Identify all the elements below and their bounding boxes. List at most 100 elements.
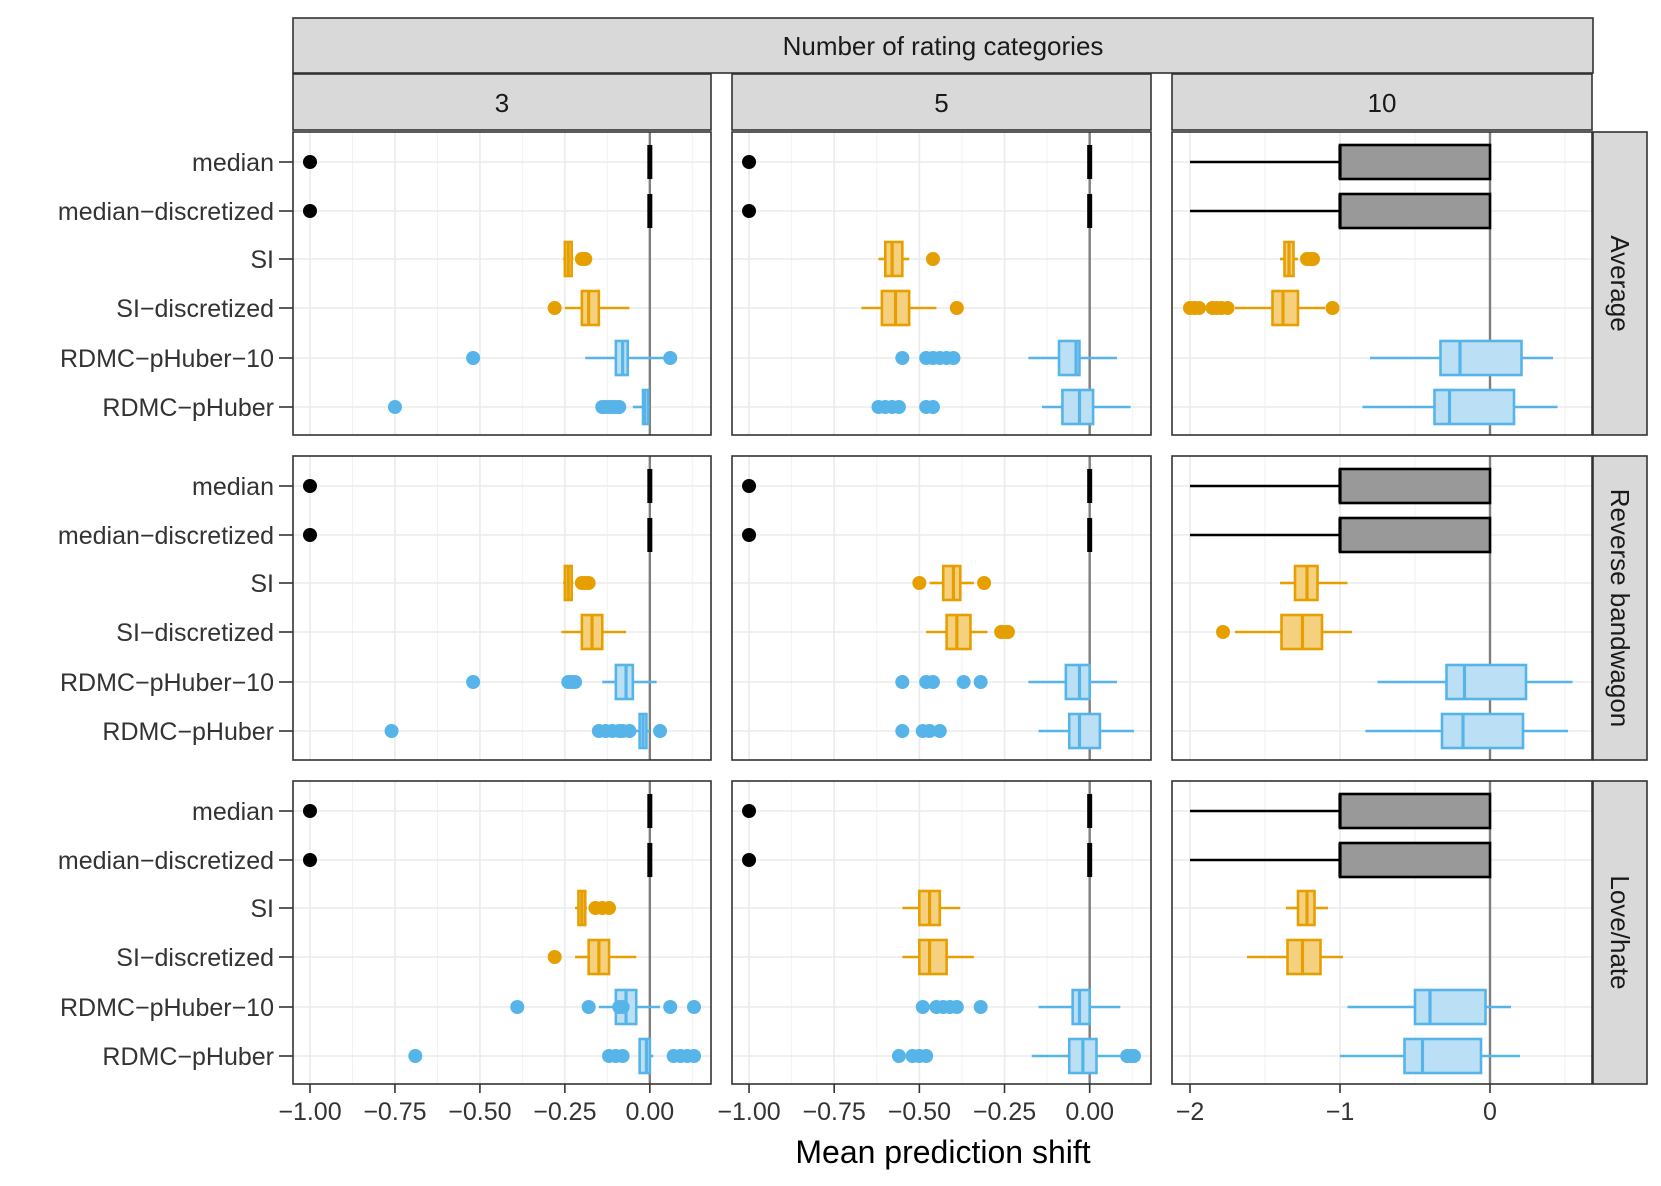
boxplot-si [1286, 889, 1328, 927]
outlier-point [891, 400, 906, 414]
boxplot-median [1190, 143, 1492, 181]
boxplot-rdmcphuber10 [1347, 988, 1511, 1026]
y-tick-label: median−discretized [58, 198, 274, 226]
boxplot-si [878, 240, 940, 278]
x-tick-label: −1.00 [278, 1098, 341, 1126]
panel-border [292, 780, 712, 1085]
outlier-point [925, 400, 940, 414]
outlier-point [742, 155, 757, 169]
panel-border [292, 455, 712, 761]
boxplot-sidiscretized [861, 289, 964, 327]
column-strip-5 [731, 73, 1152, 131]
panels-layer: 3 5 10 Average Reverse bandwagon Love/hate med… [58, 73, 1648, 1126]
outlier-point [1306, 252, 1320, 266]
outlier-point [932, 724, 947, 738]
panel-background [732, 781, 1151, 1084]
outlier-point [384, 724, 399, 738]
outlier-point [895, 675, 910, 689]
boxplot-median [1190, 792, 1492, 830]
y-tick-label: median−discretized [58, 522, 274, 550]
outlier-point [895, 351, 910, 365]
box-iqr [1440, 712, 1525, 750]
outlier-point [687, 1000, 702, 1014]
panel-average-10 [1171, 131, 1593, 436]
boxplot-median [302, 145, 653, 179]
panel-background [1172, 132, 1592, 435]
outlier-point [622, 724, 637, 738]
box-iqr [638, 1037, 652, 1075]
y-tick-label: SI−discretized [116, 944, 274, 972]
column-strip-label: 5 [934, 88, 948, 118]
y-tick-label: SI [250, 570, 274, 598]
box-iqr [580, 289, 601, 327]
outlier-point [466, 351, 481, 365]
boxplot-rdmcphuber10 [895, 663, 1117, 701]
boxplot-si [1280, 564, 1348, 602]
outlier-point [581, 576, 596, 590]
box-iqr [941, 564, 962, 602]
x-tick-label: −0.25 [533, 1098, 596, 1126]
outlier-point [302, 479, 317, 493]
panel-background [293, 132, 711, 435]
y-tick-label: SI [250, 246, 274, 274]
outlier-point [919, 1049, 934, 1063]
box-iqr [614, 663, 635, 701]
boxplot-rdmcphuber [1362, 388, 1558, 426]
panel-average-3 [292, 131, 712, 436]
outlier-point [973, 675, 988, 689]
outlier-point [615, 1000, 630, 1014]
y-tick-label: median [192, 473, 274, 501]
outlier-point [663, 351, 678, 365]
boxplot-rdmcphuber10 [915, 988, 1121, 1026]
box-iqr [1061, 388, 1095, 426]
boxplot-rdmcphuber [384, 712, 668, 750]
boxplot-si [902, 889, 961, 927]
boxplot-rdmcphuber [895, 712, 1134, 750]
outlier-point [581, 1000, 596, 1014]
boxplot-mediandiscretized [1190, 841, 1492, 879]
boxplot-sidiscretized [1183, 289, 1340, 327]
y-tick-label: RDMC−pHuber [102, 718, 274, 746]
y-tick-label: RDMC−pHuber−10 [60, 669, 274, 697]
box-iqr [1403, 1037, 1483, 1075]
y-tick-label: median [192, 149, 274, 177]
outlier-point [602, 901, 617, 915]
y-tick-label: SI [250, 895, 274, 923]
outlier-point [547, 301, 562, 315]
boxplot-rdmcphuber10 [466, 663, 657, 701]
outlier-point [615, 1049, 630, 1063]
outlier-point [387, 400, 402, 414]
outlier-point [653, 724, 668, 738]
row-strip-label: Reverse bandwagon [1605, 489, 1635, 728]
boxplot-mediandiscretized [302, 843, 653, 877]
outlier-point [302, 155, 317, 169]
outlier-point [1126, 1049, 1141, 1063]
boxplot-median [1190, 467, 1492, 505]
x-tick-label: −0.75 [363, 1098, 426, 1126]
boxplot-mediandiscretized [742, 518, 1093, 552]
panel-border [731, 455, 1152, 761]
boxplot-median [742, 145, 1093, 179]
outlier-point [915, 1000, 930, 1014]
outlier-point [663, 1000, 678, 1014]
column-strip-title-box [292, 17, 1594, 74]
panel-background [732, 456, 1151, 760]
boxplot-median [302, 469, 653, 503]
box-iqr [1413, 988, 1487, 1026]
boxplot-si [575, 889, 617, 927]
outlier-point [466, 675, 481, 689]
panel-average-5 [731, 131, 1152, 436]
x-tick-label: 0.00 [625, 1098, 674, 1126]
y-tick-label: SI−discretized [116, 295, 274, 323]
y-tick-label: RDMC−pHuber [102, 394, 274, 422]
box-iqr [1338, 467, 1492, 505]
x-tick-label: 0.00 [1065, 1098, 1114, 1126]
box-iqr [1071, 988, 1091, 1026]
x-tick-label: −0.50 [888, 1098, 951, 1126]
column-strip-title: Number of rating categories [292, 17, 1594, 74]
boxplot-mediandiscretized [1190, 192, 1492, 230]
panel-border [1171, 131, 1593, 436]
outlier-point [568, 675, 583, 689]
column-strip-10 [1171, 73, 1593, 131]
outlier-point [1216, 625, 1230, 639]
